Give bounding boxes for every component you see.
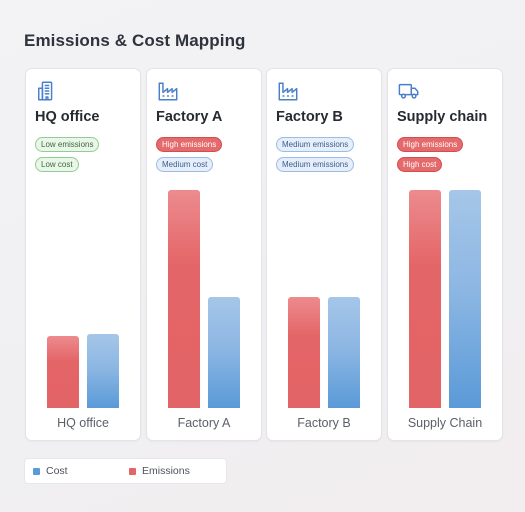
bar-emissions[interactable] bbox=[168, 190, 200, 408]
card-title: Factory A bbox=[156, 109, 223, 125]
x-axis-label: Factory B bbox=[297, 416, 351, 430]
legend-label-emissions: Emissions bbox=[142, 465, 190, 477]
chart-title: Emissions & Cost Mapping bbox=[24, 31, 246, 50]
card-title: Supply chain bbox=[397, 109, 488, 125]
bar-emissions[interactable] bbox=[288, 297, 320, 408]
emissions-badge: High emissions bbox=[397, 137, 464, 152]
x-axis-label: Factory A bbox=[177, 416, 231, 430]
bar-cost[interactable] bbox=[87, 334, 119, 408]
card-title: HQ office bbox=[35, 109, 100, 125]
card-supply-chain[interactable]: Supply chain High emissions High cost Suppl… bbox=[387, 68, 503, 441]
factory-icon bbox=[157, 80, 179, 102]
bar-cost[interactable] bbox=[449, 190, 481, 408]
cost-badge: High cost bbox=[397, 157, 443, 172]
card-factory-a[interactable]: Factory A High emissions Medium cost Factor… bbox=[146, 68, 262, 441]
cost-badge: Low cost bbox=[35, 157, 79, 172]
emissions-badge: Low emissions bbox=[35, 137, 100, 152]
bar-cost[interactable] bbox=[208, 297, 240, 408]
bar-emissions[interactable] bbox=[409, 190, 441, 408]
x-axis-label: Supply Chain bbox=[407, 416, 483, 430]
cost-badge: Medium emissions bbox=[276, 157, 355, 172]
legend-swatch-emissions bbox=[129, 468, 136, 475]
card-hq-office[interactable]: HQ office Low emissions Low cost HQ office bbox=[25, 68, 141, 441]
cost-badge: Medium cost bbox=[156, 157, 214, 172]
legend: Cost Emissions bbox=[24, 458, 227, 484]
bar-emissions[interactable] bbox=[47, 336, 79, 408]
emissions-badge: High emissions bbox=[156, 137, 223, 152]
factory-icon bbox=[277, 80, 299, 102]
bar-cost[interactable] bbox=[328, 297, 360, 408]
emissions-badge: Medium emissions bbox=[276, 137, 355, 152]
office-building-icon bbox=[36, 80, 58, 102]
card-title: Factory B bbox=[276, 109, 343, 125]
legend-label-cost: Cost bbox=[46, 465, 68, 477]
legend-swatch-cost bbox=[33, 468, 40, 475]
x-axis-label: HQ office bbox=[57, 416, 109, 430]
card-factory-b[interactable]: Factory B Medium emissions Medium emission… bbox=[266, 68, 382, 441]
truck-icon bbox=[398, 80, 420, 102]
